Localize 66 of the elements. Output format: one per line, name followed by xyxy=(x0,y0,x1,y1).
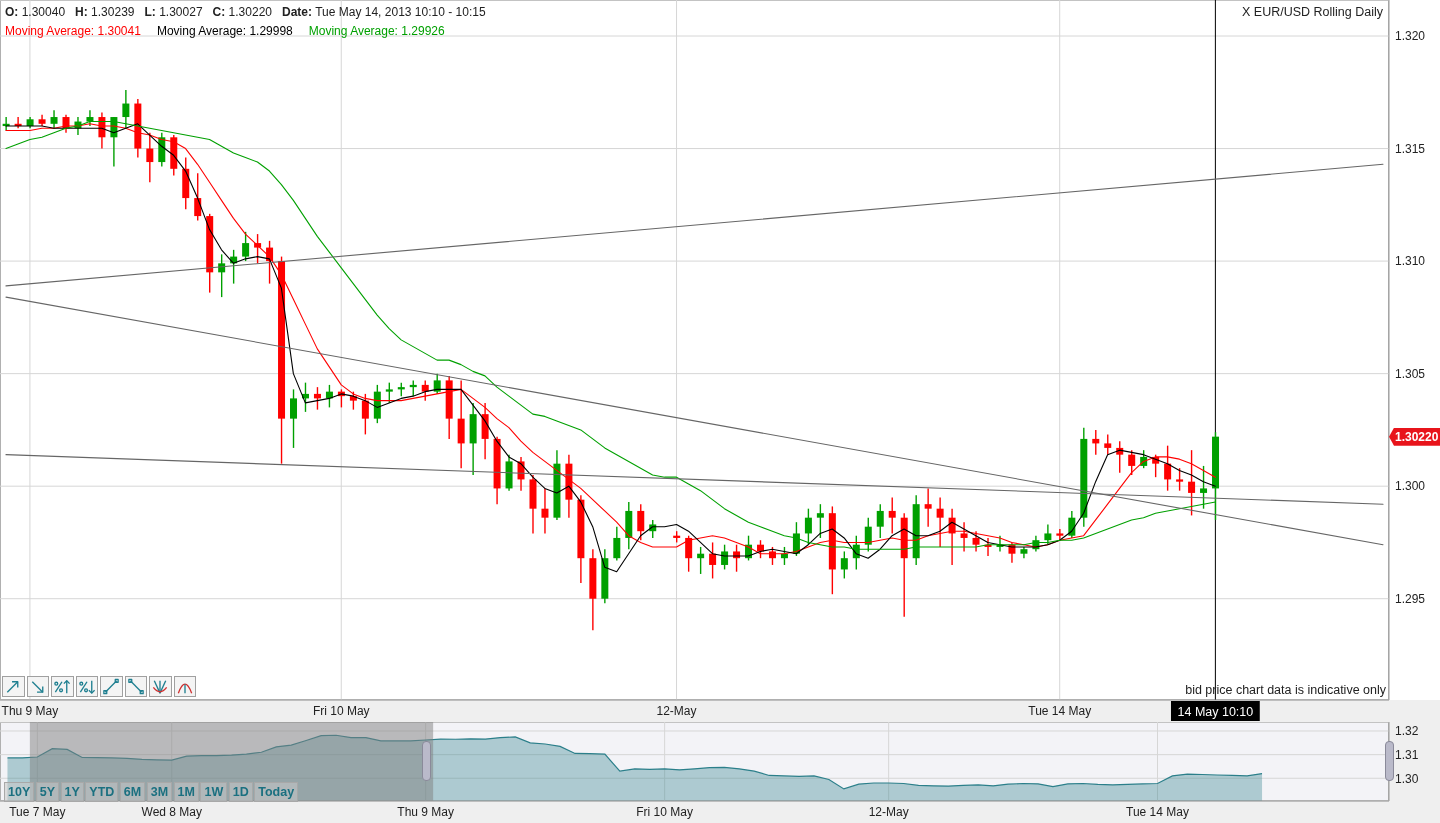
candlestick xyxy=(709,541,717,580)
x-tick-label: Thu 9 May xyxy=(1,704,59,718)
range-button: Today xyxy=(254,782,299,802)
y-tick-label: 1.30 xyxy=(1395,771,1419,786)
range-button: 5Y xyxy=(35,782,60,802)
x-tick-label: Tue 14 May xyxy=(1126,805,1189,819)
range-button: 1Y xyxy=(60,782,84,802)
candlestick xyxy=(290,388,298,449)
candlestick xyxy=(637,503,645,541)
text: Moving Average: 1.30041 xyxy=(5,24,141,38)
candlestick xyxy=(1176,467,1184,492)
range-button: 1M xyxy=(173,782,199,802)
candlestick xyxy=(385,381,393,404)
x-tick-label: Fri 10 May xyxy=(636,805,693,819)
y-tick-label: 1.32 xyxy=(1395,724,1419,739)
candlestick xyxy=(1056,528,1064,541)
candlestick xyxy=(1164,444,1172,492)
y-tick-label: 1.310 xyxy=(1395,254,1426,269)
x-tick-label: Tue 7 May xyxy=(9,805,66,819)
range-button: 1D xyxy=(228,782,253,802)
chart-title: X EUR/USD Rolling Daily xyxy=(1241,5,1383,19)
candlestick xyxy=(50,109,58,129)
text: Moving Average: 1.29998 xyxy=(156,24,293,38)
y-tick-label: 1.315 xyxy=(1395,141,1426,156)
candlestick xyxy=(888,496,896,535)
range-button: 6M xyxy=(119,782,146,802)
y-tick-label: 1.305 xyxy=(1395,366,1426,381)
x-tick-label: 14 May 10:10 xyxy=(1177,705,1254,719)
candlestick xyxy=(1200,465,1208,510)
text: Moving Average: 1.29926 xyxy=(308,24,445,38)
candlestick xyxy=(242,231,250,262)
y-tick-label: 1.300 xyxy=(1395,479,1426,494)
candlestick xyxy=(541,487,549,535)
candlestick xyxy=(1128,449,1136,476)
candlestick xyxy=(721,543,729,571)
candlestick xyxy=(613,525,621,562)
range-button: 3M xyxy=(146,782,173,802)
candlestick xyxy=(194,172,202,222)
x-tick-label: Tue 14 May xyxy=(1028,704,1092,718)
range-button: 1W xyxy=(200,782,228,802)
candlestick xyxy=(804,507,812,546)
x-tick-label: 12-May xyxy=(868,805,909,819)
x-tick-label: Wed 8 May xyxy=(141,805,202,819)
x-tick-label: Fri 10 May xyxy=(312,704,370,718)
candlestick xyxy=(840,550,848,580)
text: 1.30220 xyxy=(1395,429,1439,444)
candlestick xyxy=(421,379,429,402)
range-button: YTD xyxy=(85,782,119,802)
y-tick-label: 1.295 xyxy=(1395,591,1426,606)
x-tick-label: Thu 9 May xyxy=(397,805,455,819)
candlestick xyxy=(1104,433,1112,456)
y-tick-label: 1.320 xyxy=(1395,29,1426,44)
candlestick xyxy=(1188,449,1196,517)
y-tick-label: 1.31 xyxy=(1395,747,1419,762)
range-button: 10Y xyxy=(4,782,35,802)
x-tick-label: 12-May xyxy=(656,704,697,718)
candlestick xyxy=(936,496,944,548)
candlestick xyxy=(361,393,369,436)
candlestick xyxy=(816,503,824,539)
candlestick xyxy=(433,372,441,395)
candlestick xyxy=(349,390,357,411)
candlestick xyxy=(876,503,884,539)
candlestick xyxy=(1044,523,1052,546)
candlestick xyxy=(146,132,154,184)
annotation: 1.30220 xyxy=(228,5,272,19)
candlestick xyxy=(924,487,932,528)
